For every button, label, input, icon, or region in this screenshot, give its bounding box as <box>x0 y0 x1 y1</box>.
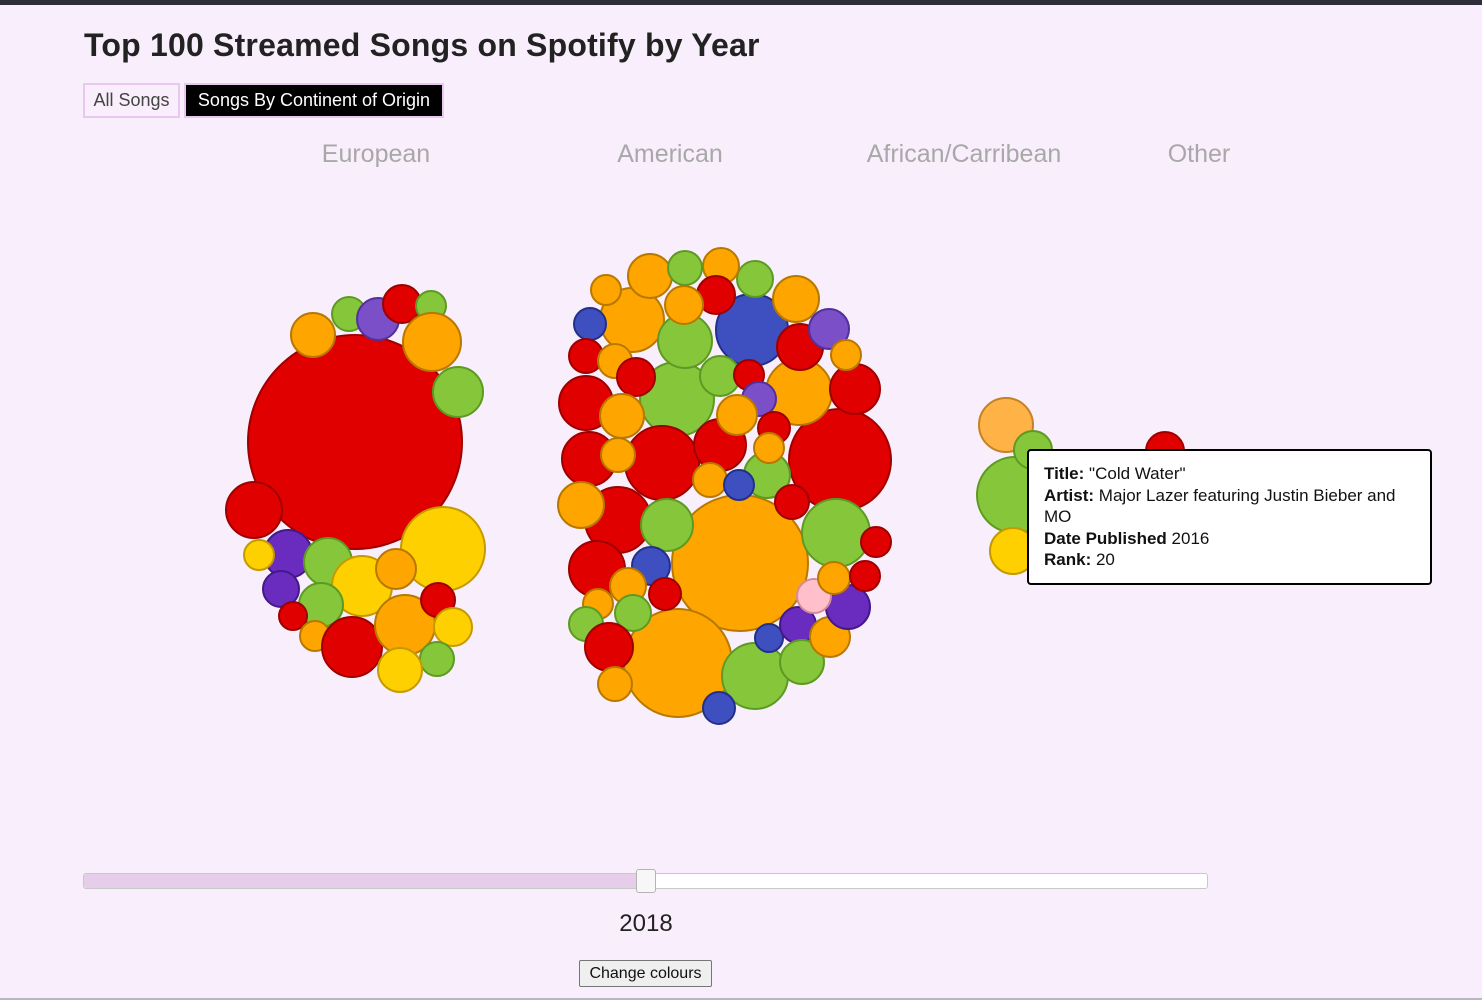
year-slider-fill <box>84 874 646 888</box>
song-bubble[interactable] <box>648 577 682 611</box>
song-bubble[interactable] <box>433 607 473 647</box>
song-bubble[interactable] <box>290 312 336 358</box>
song-bubble[interactable] <box>849 560 881 592</box>
song-bubble[interactable] <box>278 601 308 631</box>
change-colours-button[interactable]: Change colours <box>579 960 712 987</box>
song-bubble[interactable] <box>627 253 673 299</box>
song-bubble[interactable] <box>614 594 652 632</box>
song-bubble[interactable] <box>597 666 633 702</box>
song-bubble[interactable] <box>692 462 728 498</box>
song-bubble[interactable] <box>590 274 622 306</box>
song-bubble[interactable] <box>736 260 774 298</box>
song-bubble[interactable] <box>321 616 383 678</box>
song-bubble[interactable] <box>808 308 850 350</box>
page-title: Top 100 Streamed Songs on Spotify by Yea… <box>84 27 760 63</box>
tab-songs-by-continent[interactable]: Songs By Continent of Origin <box>184 83 444 118</box>
song-bubble[interactable] <box>830 339 862 371</box>
window-top-border <box>0 0 1482 5</box>
tab-all-songs[interactable]: All Songs <box>83 83 180 118</box>
song-bubble[interactable] <box>664 285 704 325</box>
song-bubble[interactable] <box>377 647 423 693</box>
tooltip-date-value: 2016 <box>1171 528 1210 548</box>
song-bubble[interactable] <box>753 432 785 464</box>
song-tooltip: Title: "Cold Water" Artist: Major Lazer … <box>1027 449 1432 585</box>
song-bubble[interactable] <box>419 641 455 677</box>
tooltip-rank-value: 20 <box>1095 550 1115 569</box>
song-bubble[interactable] <box>817 561 851 595</box>
continent-label-african-carribean: African/Carribean <box>866 140 1062 168</box>
song-bubble[interactable] <box>557 481 605 529</box>
continent-label-european: European <box>321 140 431 168</box>
song-bubble[interactable] <box>225 481 283 539</box>
song-bubble[interactable] <box>774 484 810 520</box>
tooltip-rank-label: Rank: <box>1044 550 1092 569</box>
song-bubble[interactable] <box>772 275 820 323</box>
continent-label-american: American <box>617 140 723 168</box>
song-bubble[interactable] <box>829 363 881 415</box>
year-slider[interactable] <box>83 869 1208 893</box>
song-bubble[interactable] <box>860 526 892 558</box>
song-bubble[interactable] <box>801 498 871 568</box>
tooltip-title-label: Title: <box>1044 464 1085 483</box>
song-bubble[interactable] <box>702 691 736 725</box>
song-bubble[interactable] <box>754 623 784 653</box>
song-bubble[interactable] <box>723 469 755 501</box>
song-bubble[interactable] <box>779 639 825 685</box>
continent-label-other: Other <box>1167 140 1231 168</box>
song-bubble[interactable] <box>599 393 645 439</box>
song-bubble[interactable] <box>402 312 462 372</box>
song-bubble[interactable] <box>640 498 694 552</box>
song-bubble[interactable] <box>600 437 636 473</box>
tooltip-title-value: "Cold Water" <box>1089 464 1186 483</box>
song-bubble[interactable] <box>667 250 703 286</box>
window-bottom-border <box>0 998 1482 1000</box>
song-bubble[interactable] <box>243 539 275 571</box>
song-bubble[interactable] <box>432 366 484 418</box>
song-bubble[interactable] <box>247 334 463 550</box>
bubble-chart <box>225 247 1185 725</box>
song-bubble[interactable] <box>616 357 656 397</box>
tooltip-artist-label: Artist: <box>1044 485 1095 505</box>
song-bubble[interactable] <box>584 622 634 672</box>
year-label: 2018 <box>619 910 673 937</box>
song-bubble[interactable] <box>573 307 607 341</box>
song-bubble[interactable] <box>716 394 758 436</box>
song-bubble[interactable] <box>624 425 700 501</box>
year-slider-thumb[interactable] <box>635 869 656 893</box>
song-bubble[interactable] <box>375 548 417 590</box>
tooltip-artist-value: Major Lazer featuring Justin Bieber and … <box>1044 485 1396 527</box>
tooltip-date-label: Date Published <box>1044 528 1167 548</box>
